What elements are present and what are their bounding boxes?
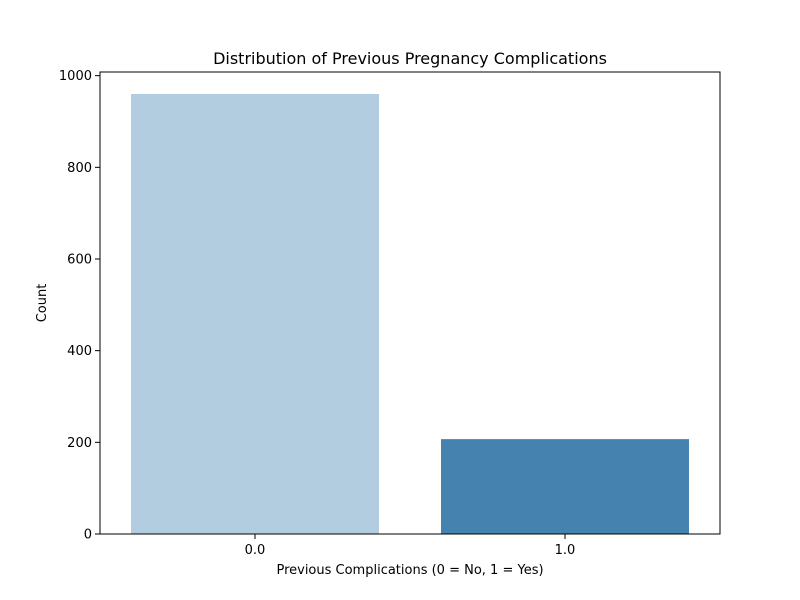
bar-0 [131,94,379,534]
x-tick-label-0: 0.0 [245,543,266,558]
y-tick-label-2: 400 [67,344,92,359]
y-axis-label: Count [35,284,50,323]
x-tick-label-1: 1.0 [555,543,576,558]
bar-1 [441,439,689,534]
y-tick-label-4: 800 [67,161,92,176]
y-tick-label-5: 1000 [59,69,92,84]
plot-frame [99,71,721,535]
y-tick-label-0: 0 [84,528,92,543]
chart-title: Distribution of Previous Pregnancy Compl… [213,49,607,68]
bars-group [131,94,689,534]
x-axis-ticks: 0.0 1.0 [245,534,576,558]
y-tick-label-3: 600 [67,253,92,268]
y-tick-label-1: 200 [67,436,92,451]
y-axis-ticks: 0 200 400 600 800 1000 [59,69,100,543]
x-axis-label: Previous Complications (0 = No, 1 = Yes) [276,563,543,578]
